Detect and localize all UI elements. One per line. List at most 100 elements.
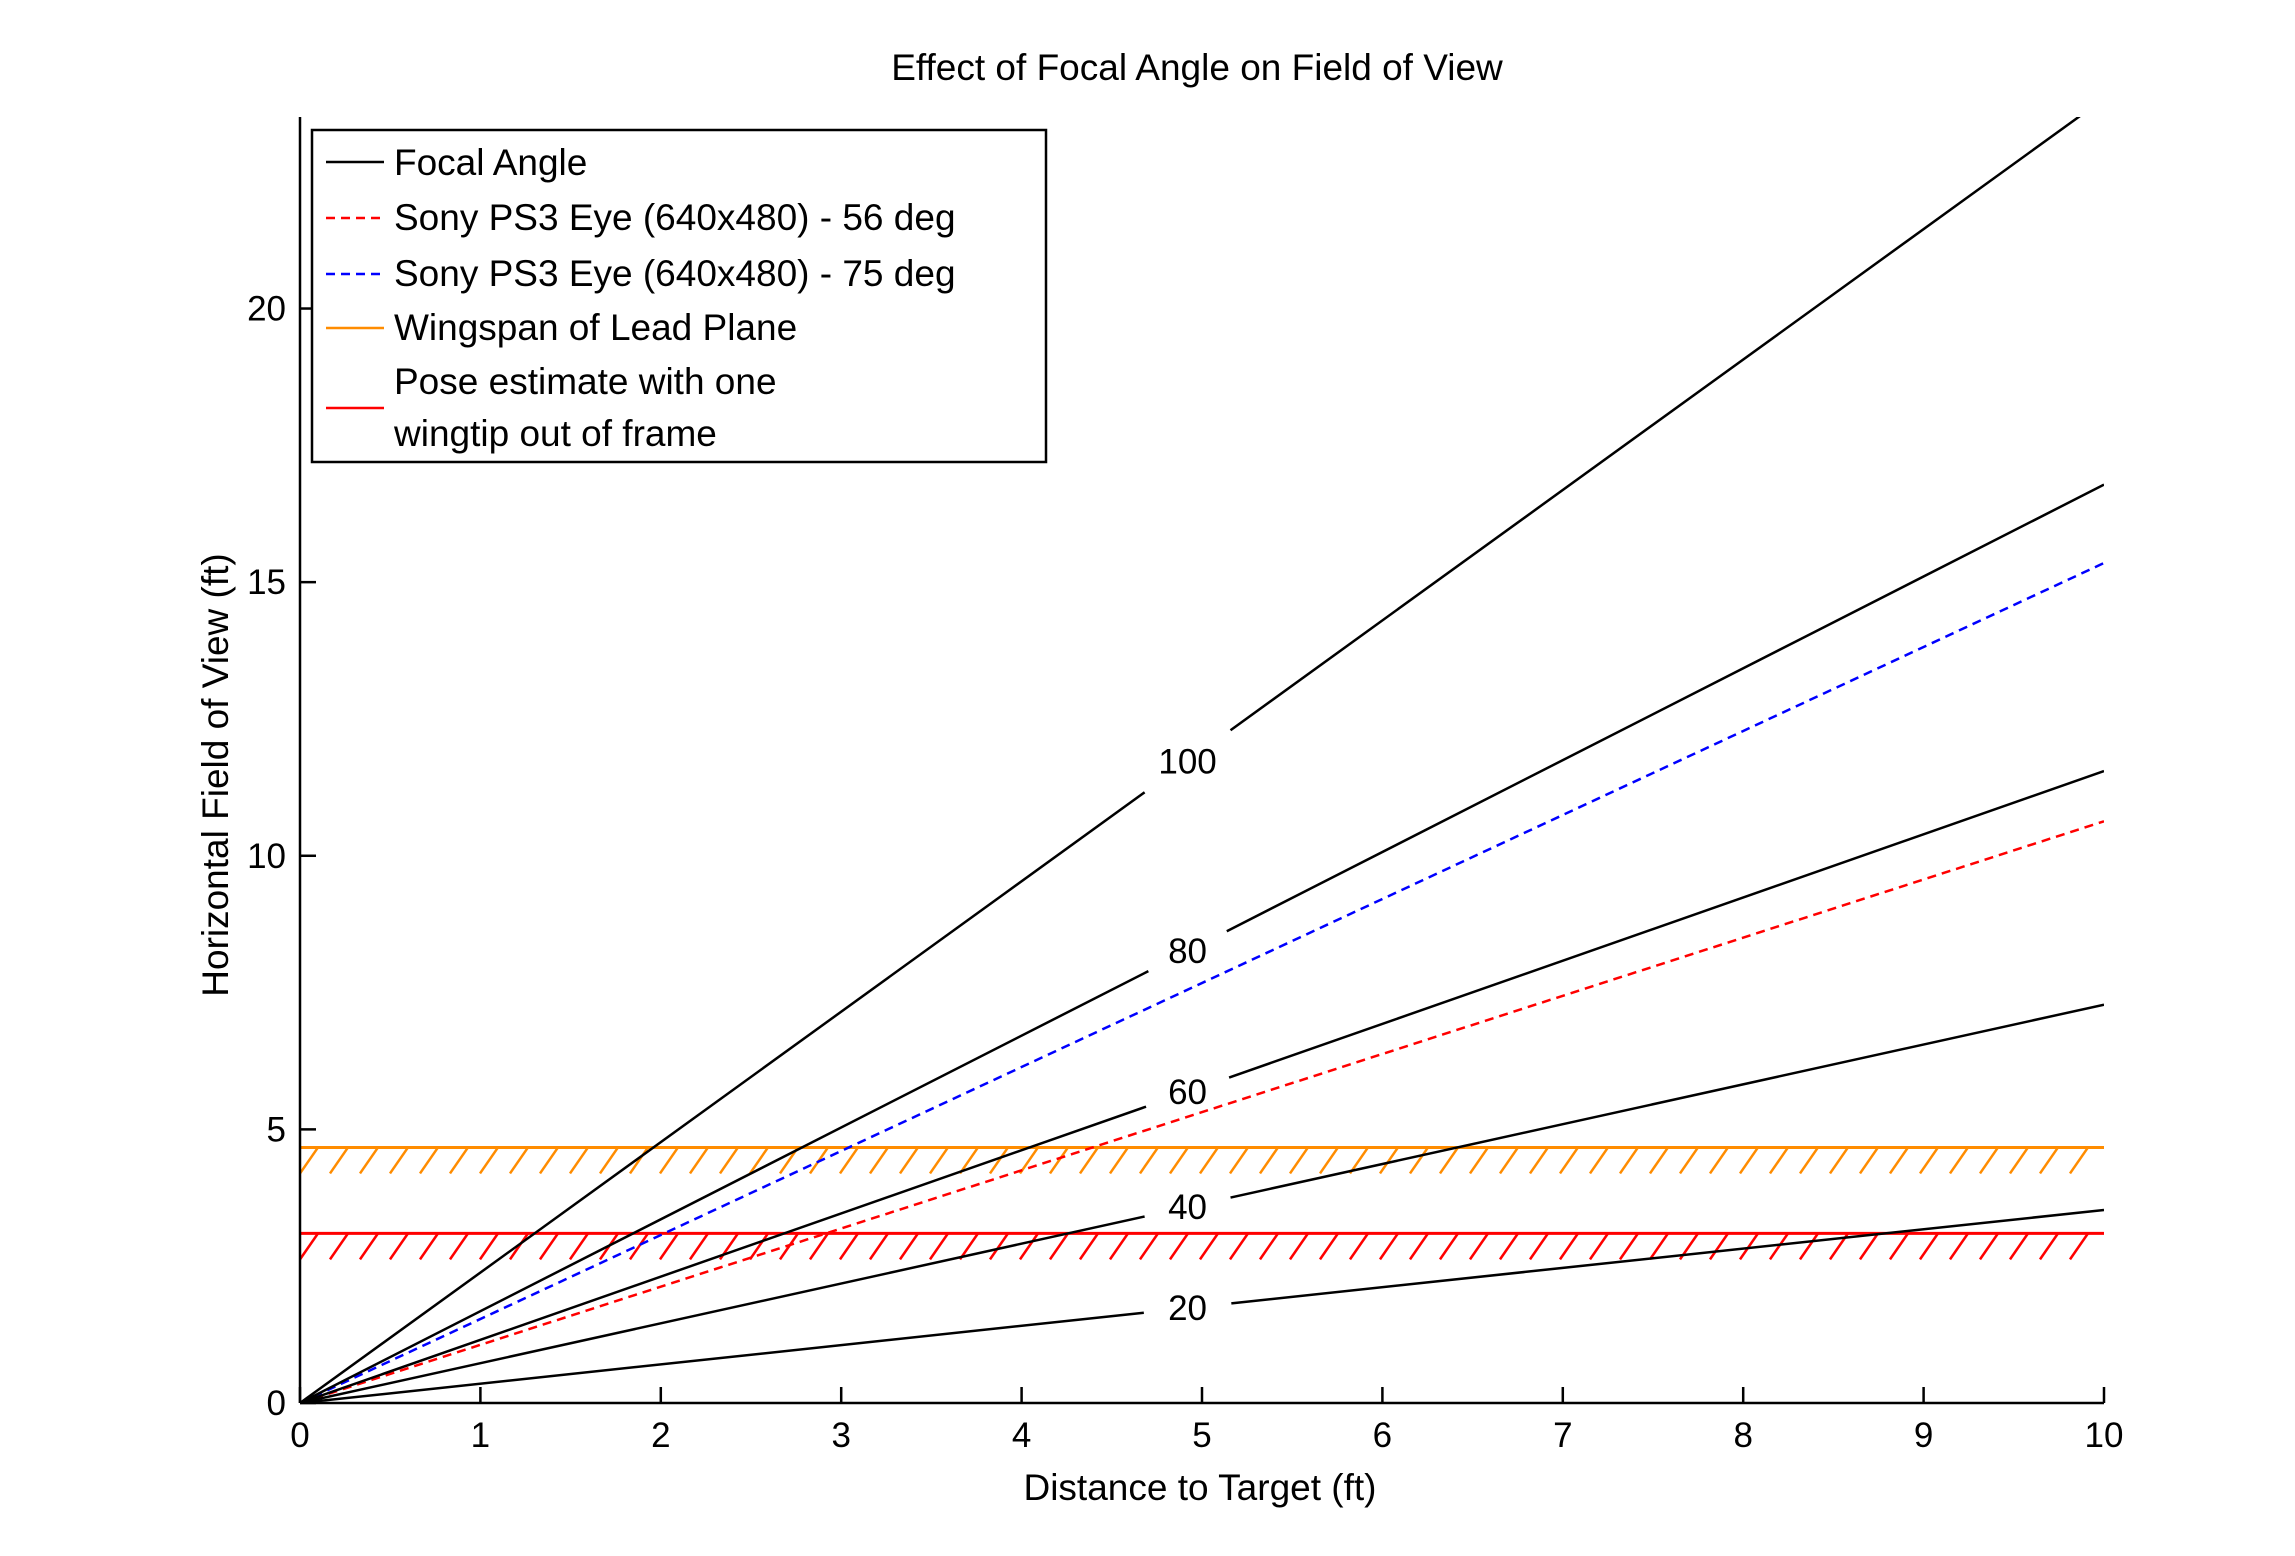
pose-estimate-line-hatch (388, 1232, 410, 1261)
wingspan-line-hatch (928, 1146, 950, 1175)
wingspan-line-hatch (898, 1146, 920, 1175)
wingspan-line-hatch (2068, 1146, 2090, 1175)
focal-angle-label-40: 40 (1168, 1188, 1207, 1227)
pose-estimate-line-hatch (928, 1232, 950, 1261)
pose-estimate-line-hatch (1948, 1232, 1970, 1261)
wingspan-line-hatch (748, 1146, 770, 1175)
wingspan-line-hatch (1258, 1146, 1280, 1175)
x-tick-label: 1 (471, 1416, 490, 1455)
focal-angle-line-40-upper (1230, 1003, 2104, 1199)
ps3-56-deg-line (300, 820, 2104, 1403)
wingspan-line-hatch (868, 1146, 890, 1175)
pose-estimate-line-hatch (1558, 1232, 1580, 1261)
wingspan-line-hatch (1048, 1146, 1070, 1175)
focal-angle-line-20 (300, 1311, 1144, 1403)
pose-estimate-line-hatch (1348, 1232, 1370, 1261)
wingspan-line-hatch (688, 1146, 710, 1175)
pose-estimate-line-hatch (1108, 1232, 1130, 1261)
y-tick-label: 10 (247, 837, 286, 876)
focal-angle-line-40 (300, 1215, 1145, 1403)
pose-estimate-line-hatch (838, 1232, 860, 1261)
pose-estimate-line-hatch (1438, 1232, 1460, 1261)
pose-estimate-line-hatch (688, 1232, 710, 1261)
legend: Focal Angle Sony PS3 Eye (640x480) - 56 … (310, 128, 1048, 464)
legend-label-pose-line-2: wingtip out of frame (393, 413, 717, 454)
x-tick-label: 0 (290, 1416, 309, 1455)
wingspan-line-hatch (538, 1146, 560, 1175)
pose-estimate-line-hatch (1708, 1232, 1730, 1261)
pose-estimate-line-hatch (808, 1232, 830, 1261)
focal-angle-line-60 (300, 1105, 1147, 1403)
pose-estimate-line-hatch (508, 1232, 530, 1261)
wingspan-line-hatch (418, 1146, 440, 1175)
pose-estimate-line-hatch (1288, 1232, 1310, 1261)
series-group (300, 117, 2104, 1403)
legend-box (310, 128, 1048, 464)
wingspan-line-hatch (1798, 1146, 1820, 1175)
wingspan-line-hatch (568, 1146, 590, 1175)
pose-estimate-line-hatch (1468, 1232, 1490, 1261)
wingspan-line-hatch (658, 1146, 680, 1175)
pose-estimate-line-hatch (1048, 1232, 1070, 1261)
pose-estimate-line-hatch (1648, 1232, 1670, 1261)
x-tick-label: 10 (2085, 1416, 2124, 1455)
pose-estimate-line-hatch (300, 1232, 320, 1261)
focal-angle-label-20: 20 (1168, 1289, 1207, 1328)
wingspan-line-hatch (1438, 1146, 1460, 1175)
pose-estimate-line-hatch (1408, 1232, 1430, 1261)
wingspan-line-hatch (1468, 1146, 1490, 1175)
focal-angle-line-80 (300, 970, 1149, 1403)
pose-estimate-line-hatch (1138, 1232, 1160, 1261)
pose-estimate-line-hatch (2008, 1232, 2030, 1261)
wingspan-line-hatch (328, 1146, 350, 1175)
wingspan-line-hatch (1618, 1146, 1640, 1175)
pose-estimate-line-hatch (538, 1232, 560, 1261)
focal-angle-label-60: 60 (1168, 1073, 1207, 1112)
wingspan-line-hatch (1708, 1146, 1730, 1175)
wingspan-line-hatch (1978, 1146, 2000, 1175)
y-tick-label: 0 (267, 1384, 286, 1423)
pose-estimate-line-hatch (358, 1232, 380, 1261)
pose-estimate-line-hatch (898, 1232, 920, 1261)
focal-angle-line-100 (300, 791, 1146, 1403)
wingspan-line-hatch (1168, 1146, 1190, 1175)
x-axis-label: Distance to Target (ft) (1023, 1467, 1376, 1508)
focal-angle-line-20-upper (1231, 1208, 2104, 1305)
pose-estimate-line-hatch (1198, 1232, 1220, 1261)
pose-estimate-line-hatch (2038, 1232, 2060, 1261)
pose-estimate-line-hatch (1888, 1232, 1910, 1261)
focal-angle-label-100: 100 (1158, 742, 1216, 781)
wingspan-line-hatch (1288, 1146, 1310, 1175)
pose-estimate-line-hatch (1258, 1232, 1280, 1261)
x-tick-label: 5 (1192, 1416, 1211, 1455)
focal-angle-line-100-upper (1229, 117, 2081, 732)
x-tick-label: 2 (651, 1416, 670, 1455)
pose-estimate-line-hatch (988, 1232, 1010, 1261)
pose-estimate-line-hatch (748, 1232, 770, 1261)
wingspan-line-hatch (478, 1146, 500, 1175)
wingspan-line-hatch (1198, 1146, 1220, 1175)
x-tick-label: 9 (1914, 1416, 1933, 1455)
wingspan-line-hatch (300, 1146, 320, 1175)
pose-estimate-line-hatch (1738, 1232, 1760, 1261)
pose-estimate-line-hatch (958, 1232, 980, 1261)
pose-estimate-line-hatch (1798, 1232, 1820, 1261)
wingspan-line-hatch (2038, 1146, 2060, 1175)
pose-estimate-line-hatch (1498, 1232, 1520, 1261)
wingspan-line-hatch (2008, 1146, 2030, 1175)
wingspan-line-hatch (1228, 1146, 1250, 1175)
wingspan-line-hatch (1378, 1146, 1400, 1175)
x-tick-label: 4 (1012, 1416, 1031, 1455)
wingspan-line-hatch (1588, 1146, 1610, 1175)
focal-angle-line-80-upper (1226, 483, 2104, 933)
focal-angle-line-60-upper (1228, 769, 2104, 1079)
pose-estimate-line-hatch (1978, 1232, 2000, 1261)
wingspan-line-hatch (1738, 1146, 1760, 1175)
wingspan-line-hatch (1768, 1146, 1790, 1175)
wingspan-line-hatch (358, 1146, 380, 1175)
pose-estimate-line-hatch (1378, 1232, 1400, 1261)
x-tick-label: 3 (831, 1416, 850, 1455)
wingspan-line-hatch (448, 1146, 470, 1175)
wingspan-line-hatch (1108, 1146, 1130, 1175)
